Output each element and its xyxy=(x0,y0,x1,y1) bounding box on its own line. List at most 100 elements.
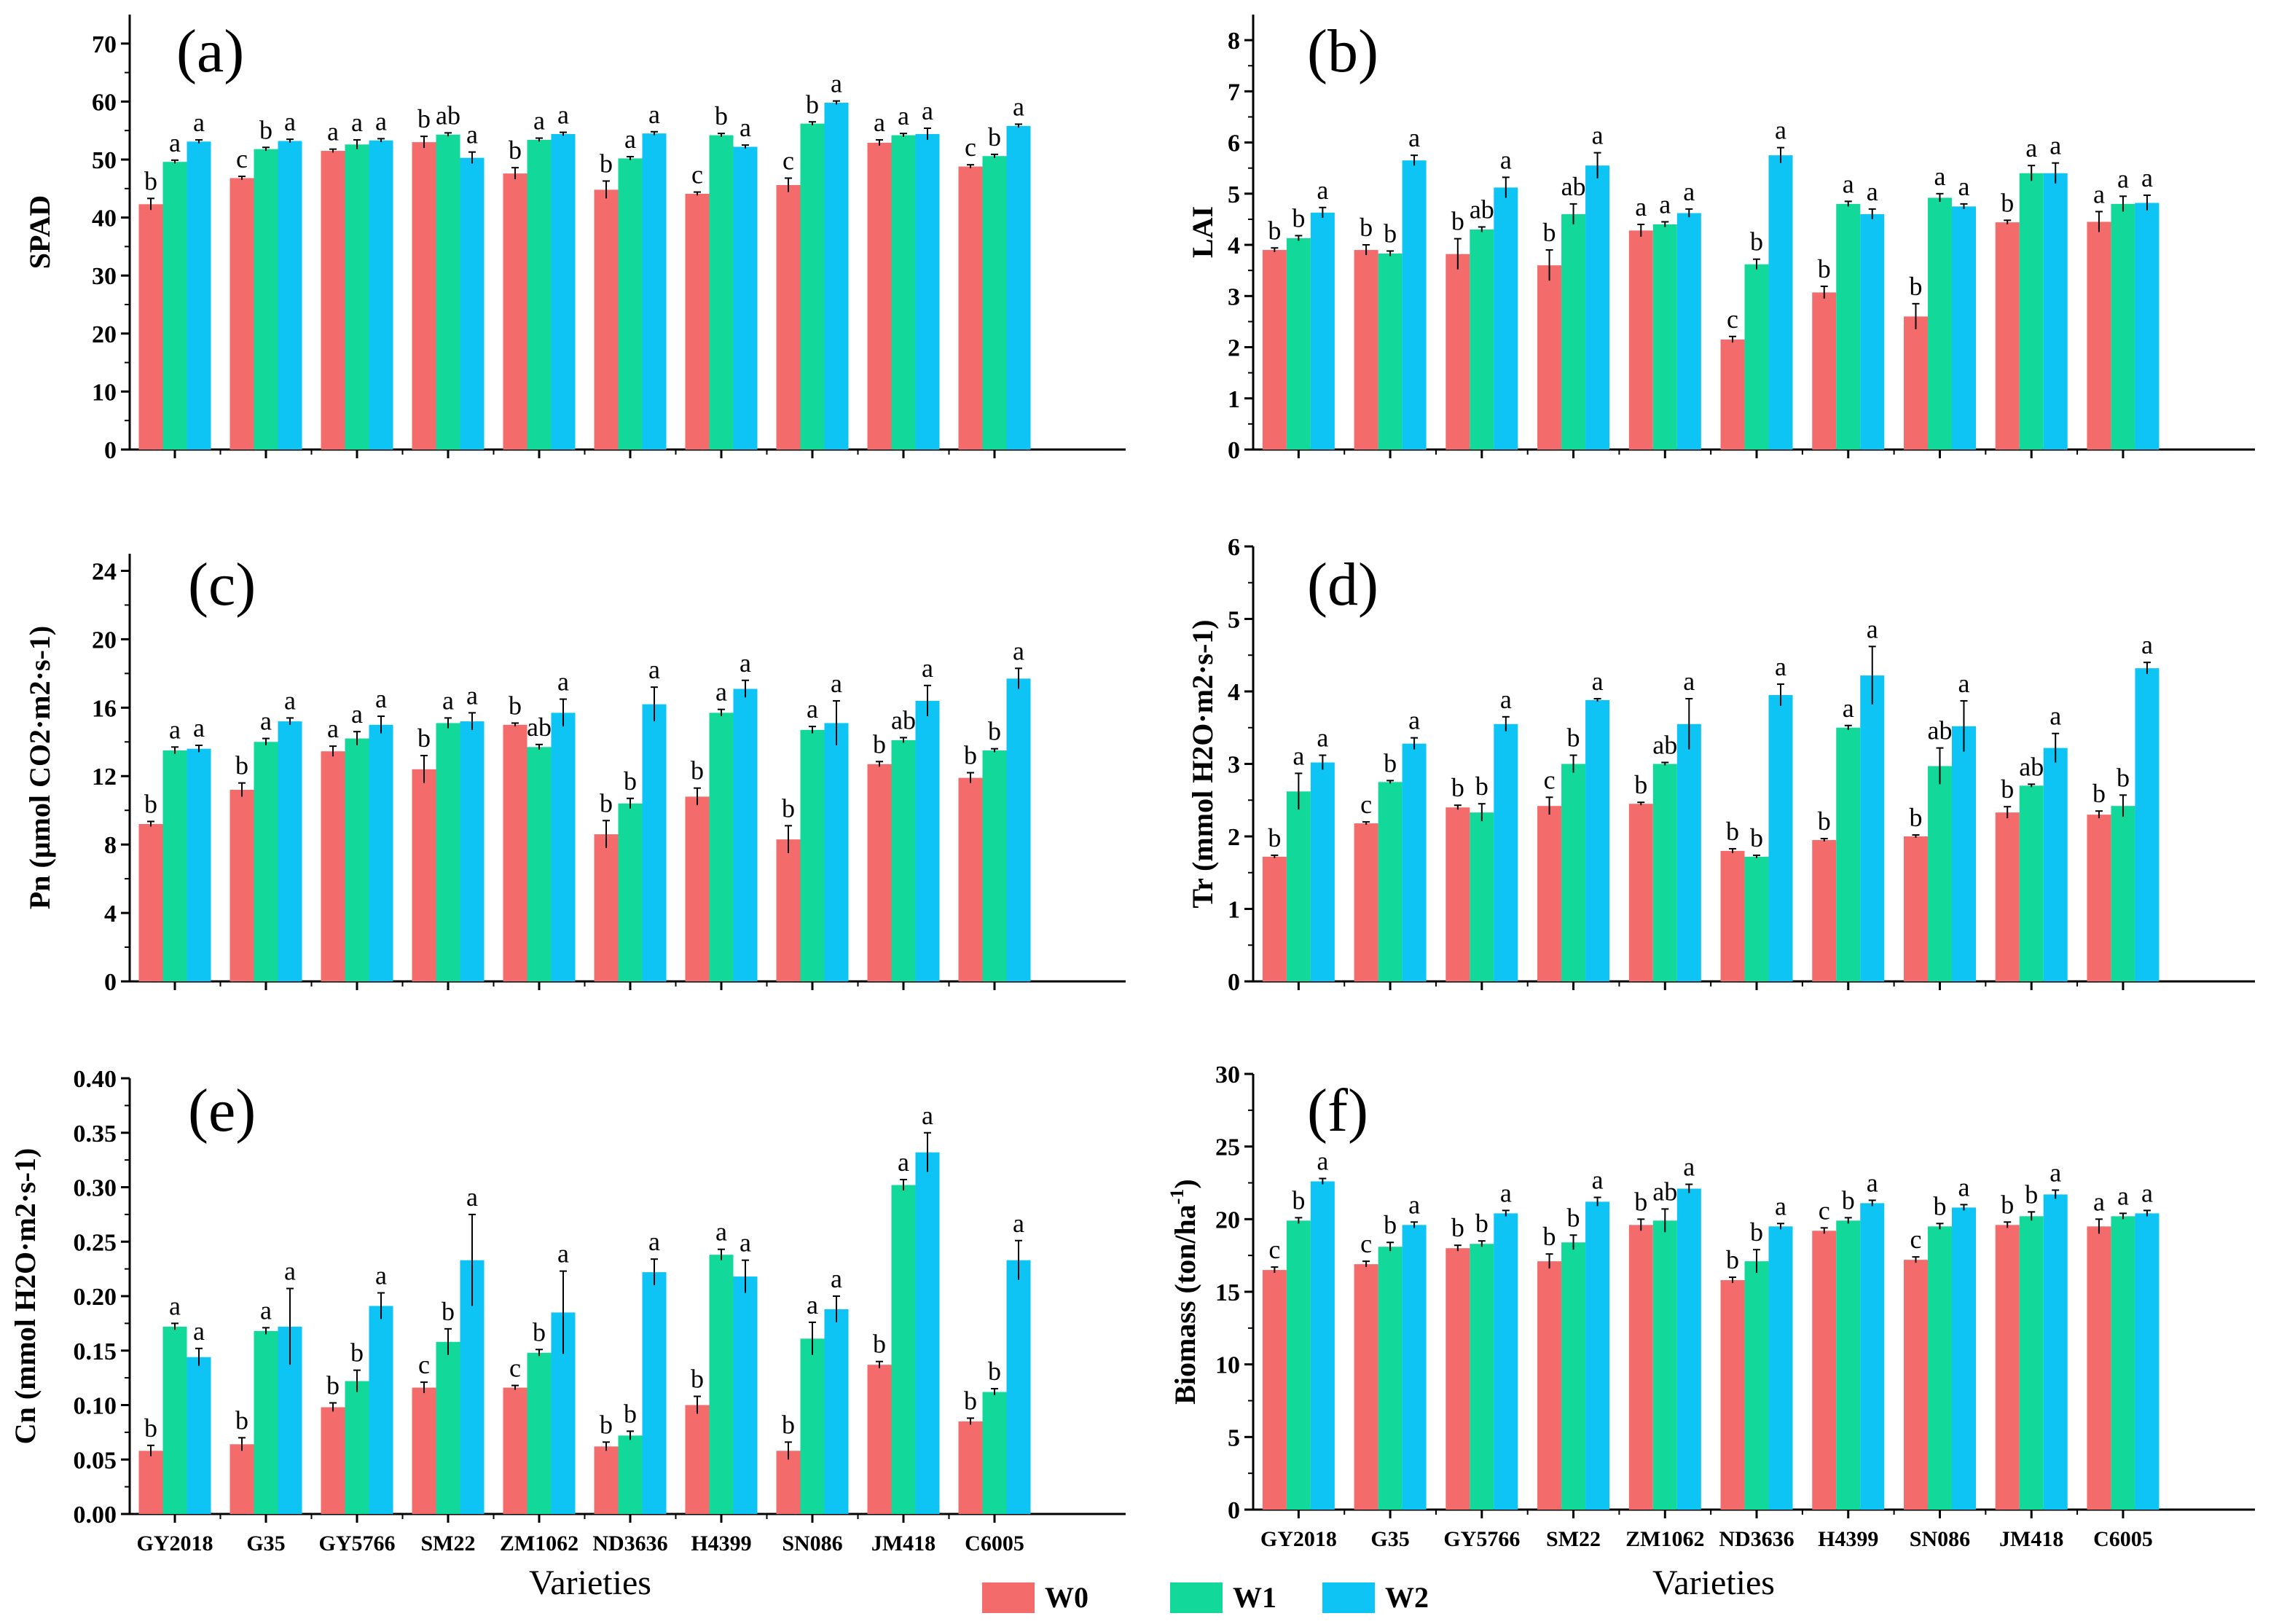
significance-label: a xyxy=(375,684,387,713)
bar-w2 xyxy=(2043,748,2068,981)
significance-label: b xyxy=(2025,1180,2038,1209)
bar-w0 xyxy=(412,769,436,981)
significance-label: b xyxy=(144,1413,157,1443)
y-tick-label: 50 xyxy=(92,147,117,174)
bar-w0 xyxy=(1812,839,1837,981)
y-tick-label: 10 xyxy=(1215,1352,1240,1379)
significance-label: b xyxy=(1384,219,1397,248)
significance-label: a xyxy=(2141,163,2153,192)
significance-label: a xyxy=(1408,1190,1420,1219)
significance-label: a xyxy=(1013,92,1024,121)
y-axis-title-text: Pn (μmol CO2·m2·s-1) xyxy=(23,626,56,909)
bar-w2 xyxy=(642,1272,667,1514)
y-tick-label: 20 xyxy=(92,321,117,348)
significance-label: a xyxy=(375,106,387,136)
bar-w1 xyxy=(1286,791,1311,981)
significance-label: a xyxy=(2049,702,2061,731)
bar-w2 xyxy=(2135,203,2160,450)
bar-w1 xyxy=(527,1352,552,1514)
bar-w1 xyxy=(982,156,1007,450)
bar-w1 xyxy=(2111,203,2135,450)
bar-w1 xyxy=(891,135,916,450)
bar-w1 xyxy=(709,713,734,981)
x-tick-label: GY5766 xyxy=(1443,1527,1520,1551)
y-tick-label: 12 xyxy=(92,764,117,791)
y-tick-label: 2 xyxy=(1228,824,1240,851)
significance-label: b xyxy=(417,723,431,753)
significance-label: ab xyxy=(2019,752,2044,781)
bar-w2 xyxy=(1310,212,1335,450)
significance-label: b xyxy=(2001,774,2014,804)
x-tick-label: G35 xyxy=(1370,1527,1409,1551)
bar-w2 xyxy=(915,133,940,450)
significance-label: a xyxy=(557,101,569,130)
significance-label: a xyxy=(1592,1165,1604,1194)
bar-w2 xyxy=(1860,675,1885,981)
panel-label: (c) xyxy=(188,551,256,619)
significance-label: b xyxy=(873,1330,886,1359)
y-tick-label: 0 xyxy=(1228,969,1240,996)
bar-w1 xyxy=(345,144,369,450)
bar-w2 xyxy=(1494,723,1518,981)
significance-label: a xyxy=(648,1227,660,1256)
significance-label: a xyxy=(284,686,296,715)
significance-label: b xyxy=(1292,1185,1305,1215)
significance-label: a xyxy=(557,667,569,697)
bar-w0 xyxy=(138,1451,163,1514)
significance-label: a xyxy=(874,108,885,137)
significance-label: b xyxy=(144,166,157,195)
bar-w1 xyxy=(1378,782,1403,981)
significance-label: a xyxy=(1934,162,1945,191)
significance-label: ab xyxy=(1470,195,1494,224)
significance-label: a xyxy=(2093,179,2105,208)
bar-w1 xyxy=(1561,213,1586,450)
bar-w2 xyxy=(1951,206,1976,450)
legend-item-w2: W2 xyxy=(1322,1581,1429,1614)
bar-w2 xyxy=(1585,699,1610,981)
y-tick-label: 0 xyxy=(1228,437,1240,464)
significance-label: a xyxy=(1683,177,1695,206)
significance-label: b xyxy=(1268,216,1281,245)
significance-label: a xyxy=(922,654,933,683)
bar-w1 xyxy=(1927,766,1952,981)
y-tick-label: 0 xyxy=(104,969,117,996)
bar-w0 xyxy=(412,1387,436,1514)
significance-label: a xyxy=(1317,723,1328,753)
significance-label: b xyxy=(1726,1245,1739,1274)
significance-label: a xyxy=(1958,669,1969,698)
significance-label: a xyxy=(1867,614,1878,643)
significance-label: b xyxy=(1909,803,1922,832)
significance-label: ab xyxy=(1652,1177,1677,1206)
significance-label: a xyxy=(351,699,363,729)
bar-w2 xyxy=(1768,1226,1793,1510)
bar-w0 xyxy=(412,142,436,450)
bar-w0 xyxy=(594,189,619,450)
significance-label: a xyxy=(831,669,842,698)
bar-w2 xyxy=(733,146,758,450)
legend-label: W2 xyxy=(1385,1581,1429,1614)
legend-label: W1 xyxy=(1233,1581,1276,1614)
bar-w1 xyxy=(618,158,643,450)
bar-w1 xyxy=(2019,785,2044,981)
y-axis-title: Pn (μmol CO2·m2·s-1) xyxy=(23,626,56,909)
significance-label: a xyxy=(715,1217,727,1247)
bar-w0 xyxy=(776,185,801,450)
y-tick-label: 3 xyxy=(1228,752,1240,779)
bar-w1 xyxy=(1927,197,1952,450)
bar-w0 xyxy=(1537,265,1562,450)
significance-label: b xyxy=(1360,213,1373,242)
bar-w2 xyxy=(1860,1203,1885,1510)
significance-label: b xyxy=(624,1399,637,1428)
bar-w1 xyxy=(2019,1216,2044,1510)
bar-w2 xyxy=(733,1276,758,1514)
bar-w0 xyxy=(776,839,801,981)
bar-w0 xyxy=(1262,250,1287,450)
significance-label: b xyxy=(988,1357,1001,1386)
bar-w1 xyxy=(162,1326,187,1514)
significance-label: a xyxy=(2141,630,2153,659)
bar-w0 xyxy=(1262,856,1287,981)
bar-w1 xyxy=(345,738,369,981)
x-tick-label: ND3636 xyxy=(1719,1527,1794,1551)
significance-label: a xyxy=(284,107,296,136)
